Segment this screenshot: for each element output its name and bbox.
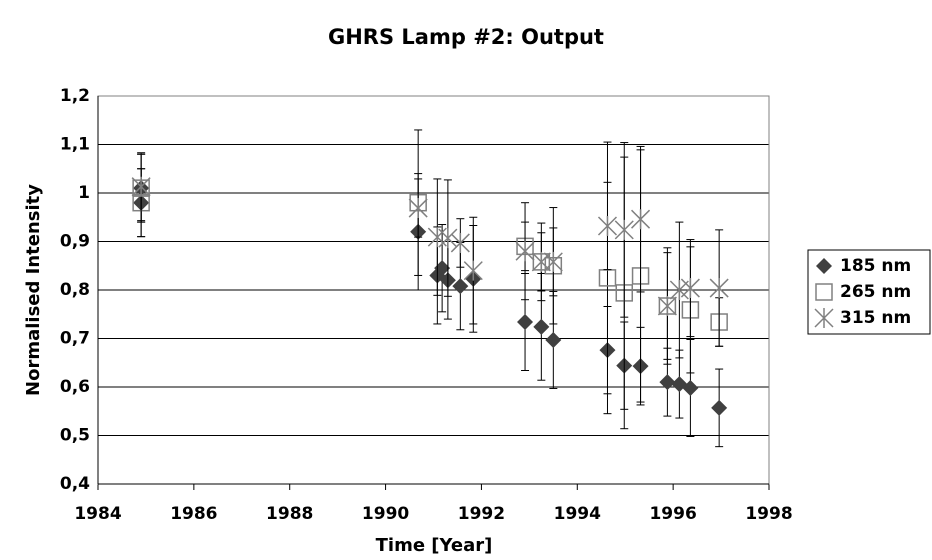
diamond-marker <box>434 260 451 277</box>
chart-title: GHRS Lamp #2: Output <box>328 25 604 49</box>
x-tick-label: 1996 <box>649 504 696 524</box>
legend-label: 265 nm <box>840 282 911 302</box>
diamond-marker <box>659 374 676 391</box>
star-marker <box>657 296 677 317</box>
y-tick-label: 1,2 <box>60 86 90 106</box>
star-marker <box>515 241 535 262</box>
x-tick-label: 1990 <box>362 504 409 524</box>
y-tick-label: 1 <box>78 183 90 203</box>
y-tick-label: 0,9 <box>60 232 90 252</box>
star-marker <box>631 209 651 230</box>
diamond-marker <box>545 331 562 348</box>
star-marker <box>438 228 458 249</box>
y-axis-label: Normalised Intensity <box>23 184 44 396</box>
square-marker <box>815 283 833 301</box>
x-tick-label: 1988 <box>266 504 313 524</box>
star-marker <box>543 251 563 272</box>
star-marker <box>709 278 729 299</box>
star-marker <box>597 215 618 236</box>
star-marker <box>450 232 470 253</box>
legend-label: 185 nm <box>840 256 911 276</box>
diamond-marker <box>517 314 534 331</box>
y-tick-label: 0,4 <box>60 474 90 494</box>
legend-label: 315 nm <box>840 308 911 328</box>
y-tick-label: 0,8 <box>60 280 90 300</box>
star-marker <box>131 176 151 197</box>
star-marker <box>531 251 551 272</box>
star-marker <box>814 308 834 328</box>
x-tick-label: 1994 <box>554 504 601 524</box>
y-tick-label: 0,5 <box>60 426 90 446</box>
x-tick-label: 1986 <box>170 504 217 524</box>
y-tick-label: 1,1 <box>60 135 90 155</box>
diamond-marker <box>816 258 832 274</box>
star-marker <box>427 227 447 248</box>
diamond-marker <box>452 278 469 295</box>
x-tick-label: 1984 <box>74 504 121 524</box>
star-marker <box>408 198 428 219</box>
diamond-marker <box>682 379 699 396</box>
star-marker <box>680 278 700 299</box>
x-tick-label: 1998 <box>745 504 792 524</box>
x-tick-label: 1992 <box>458 504 505 524</box>
star-marker <box>614 219 634 240</box>
star-marker <box>463 260 483 281</box>
x-axis-label: Time [Year] <box>376 535 493 556</box>
y-tick-label: 0,6 <box>60 377 90 397</box>
diamond-marker <box>711 399 728 416</box>
diamond-marker <box>533 318 550 335</box>
y-tick-label: 0,7 <box>60 329 90 349</box>
